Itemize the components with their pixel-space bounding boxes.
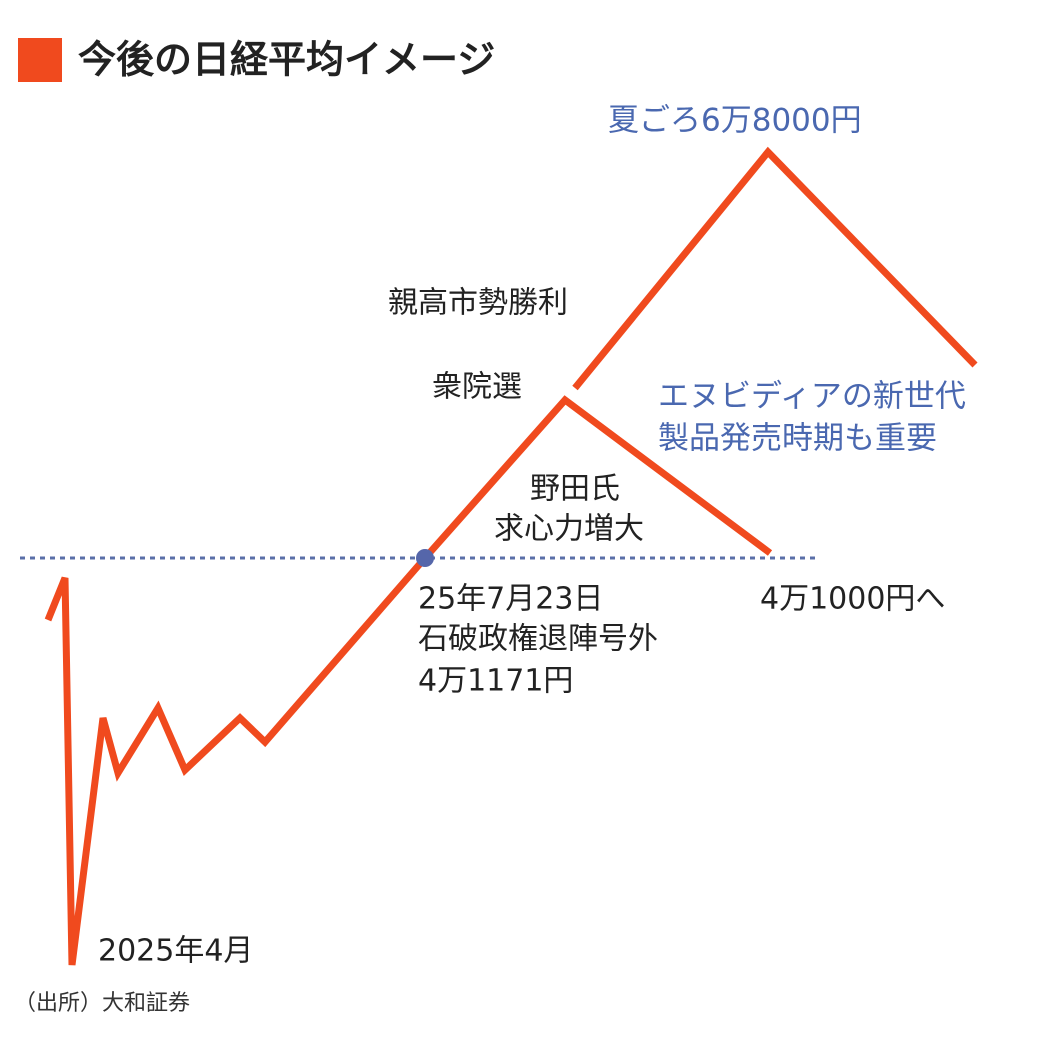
marker-dot	[416, 549, 434, 567]
label: 求心力増大	[494, 512, 644, 547]
label: 4万1171円	[418, 664, 573, 699]
source: （出所）大和証券	[14, 991, 190, 1016]
label: 野田氏	[530, 472, 620, 507]
label: 石破政権退陣号外	[418, 622, 658, 657]
label: 衆院選	[432, 370, 522, 405]
label: 25年7月23日	[418, 582, 603, 617]
title-marker	[18, 38, 62, 82]
label: 夏ごろ6万8000円	[608, 103, 862, 139]
title: 今後の日経平均イメージ	[78, 38, 495, 82]
label: 親高市勢勝利	[388, 286, 568, 321]
label: 4万1000円へ	[760, 582, 945, 617]
label: エヌビディアの新世代	[658, 379, 966, 415]
label: 2025年4月	[98, 934, 253, 969]
upper-trend-line	[572, 146, 978, 391]
trend-line	[44, 395, 773, 966]
label: 製品発売時期も重要	[658, 421, 937, 457]
